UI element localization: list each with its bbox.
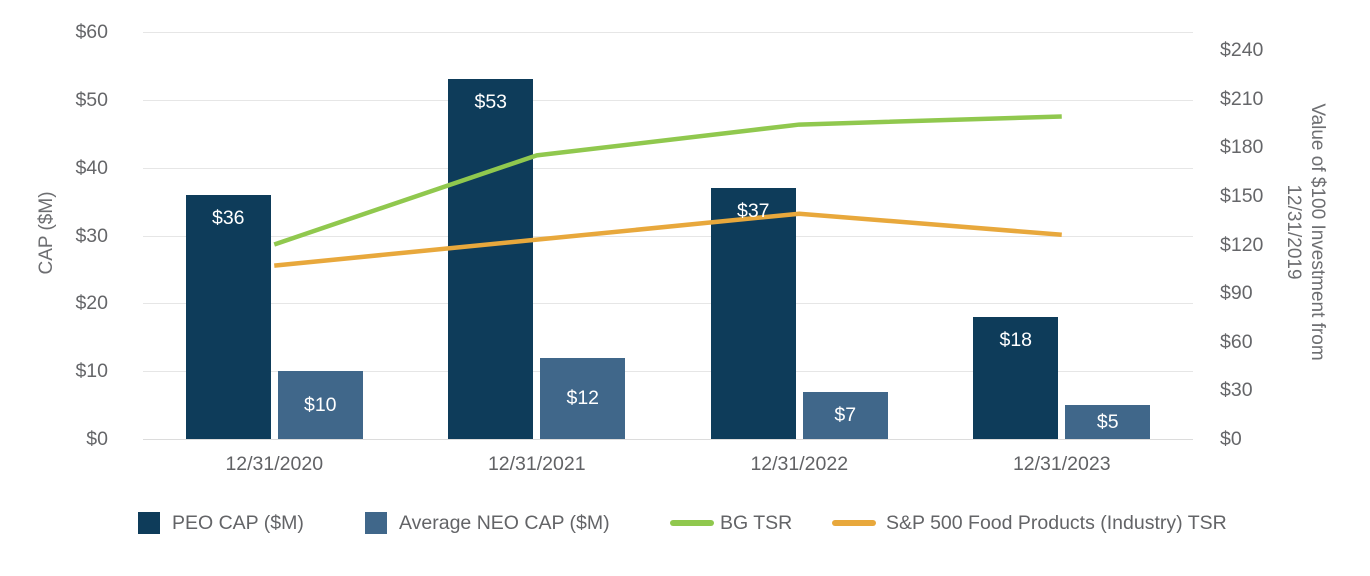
right-axis-tick-label: $120 bbox=[1220, 233, 1264, 256]
right-axis-tick-label: $150 bbox=[1220, 184, 1264, 207]
legend-swatch-bar bbox=[365, 512, 387, 534]
bar-value-label: $10 bbox=[303, 394, 337, 417]
x-axis-label: 12/31/2023 bbox=[1012, 453, 1111, 475]
left-axis-tick-label: $60 bbox=[75, 21, 108, 43]
sp500-food-products-tsr-line bbox=[274, 211, 1062, 268]
right-axis-tick-label: $180 bbox=[1220, 136, 1264, 159]
x-axis-label: 12/31/2020 bbox=[225, 453, 324, 475]
left-axis-tick-label: $30 bbox=[75, 224, 108, 247]
right-axis-tick-label: $30 bbox=[1220, 379, 1253, 402]
right-axis-tick-label: $210 bbox=[1220, 87, 1264, 110]
gridline bbox=[143, 235, 1193, 237]
gridline bbox=[143, 439, 1193, 440]
left-axis-tick-label: $50 bbox=[75, 88, 108, 111]
gridline bbox=[143, 167, 1193, 169]
legend-swatch-line bbox=[832, 520, 876, 526]
neo-cap-bar bbox=[540, 357, 626, 439]
peo-cap-bar bbox=[973, 316, 1059, 439]
gridline bbox=[143, 32, 1193, 33]
gridline bbox=[143, 371, 1193, 373]
right-axis-tick-label: $0 bbox=[1220, 428, 1242, 450]
legend-item-label: PEO CAP ($M) bbox=[172, 512, 304, 534]
peo-cap-bar bbox=[710, 188, 796, 439]
x-axis-label: 12/31/2021 bbox=[487, 453, 586, 475]
legend-item-label: S&P 500 Food Products (Industry) TSR bbox=[886, 512, 1227, 534]
bar-value-label: $37 bbox=[736, 200, 770, 223]
right-axis-tick-label: $60 bbox=[1220, 330, 1253, 353]
bar-value-label: $12 bbox=[566, 387, 600, 410]
left-axis-tick-label: $0 bbox=[86, 428, 108, 450]
right-axis-tick-label: $240 bbox=[1220, 39, 1264, 61]
bg-tsr-line bbox=[273, 114, 1062, 247]
bar-value-label: $36 bbox=[211, 206, 245, 229]
peo-cap-bar bbox=[185, 194, 271, 439]
right-axis-tick-label: $90 bbox=[1220, 282, 1253, 305]
legend-swatch-line bbox=[670, 520, 714, 526]
left-axis-tick-label: $10 bbox=[75, 360, 108, 383]
neo-cap-bar bbox=[1065, 405, 1151, 439]
gridline bbox=[143, 99, 1193, 101]
left-axis-tick-label: $20 bbox=[75, 292, 108, 315]
bar-value-label: $7 bbox=[834, 404, 857, 427]
left-axis-tick-label: $40 bbox=[75, 156, 108, 179]
neo-cap-bar bbox=[277, 371, 363, 439]
legend-item-label: Average NEO CAP ($M) bbox=[399, 512, 610, 534]
legend-swatch-bar bbox=[138, 512, 160, 534]
bar-value-label: $53 bbox=[474, 91, 508, 114]
bar-value-label: $5 bbox=[1096, 411, 1119, 434]
gridline bbox=[143, 303, 1193, 305]
neo-cap-bar bbox=[802, 391, 888, 439]
x-axis-label: 12/31/2022 bbox=[750, 453, 849, 475]
legend-item-label: BG TSR bbox=[720, 512, 793, 534]
peo-cap-bar bbox=[448, 79, 534, 439]
bar-value-label: $18 bbox=[999, 328, 1033, 351]
